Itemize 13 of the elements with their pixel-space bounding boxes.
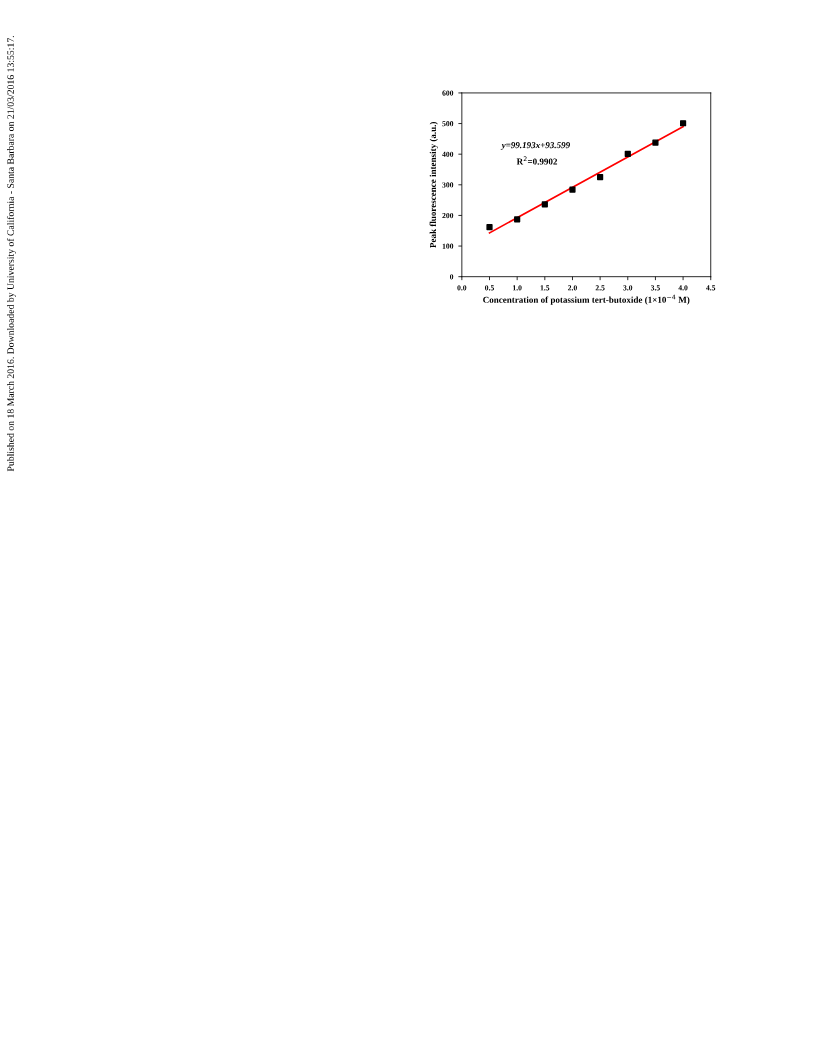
point	[569, 186, 576, 193]
annotation: y=99.193x+93.599	[500, 142, 570, 150]
point	[597, 174, 604, 181]
point	[541, 201, 548, 208]
annotation: R$^{2}$=0.9902	[516, 156, 558, 165]
x-axis-title: Concentration of potassium tert-butoxide (1×10$^{−4}$ M)	[483, 294, 690, 305]
point	[679, 120, 687, 127]
point	[652, 139, 659, 146]
point	[486, 223, 493, 231]
y-axis-title: Peak fluorescence intensity (a.u.)	[429, 121, 438, 248]
point	[624, 150, 631, 157]
text: Published on 18 March 2016. Downloaded by University of California - Santa Barbara on 21/03/2016 13:55:17.	[6, 36, 16, 472]
point	[514, 216, 521, 223]
